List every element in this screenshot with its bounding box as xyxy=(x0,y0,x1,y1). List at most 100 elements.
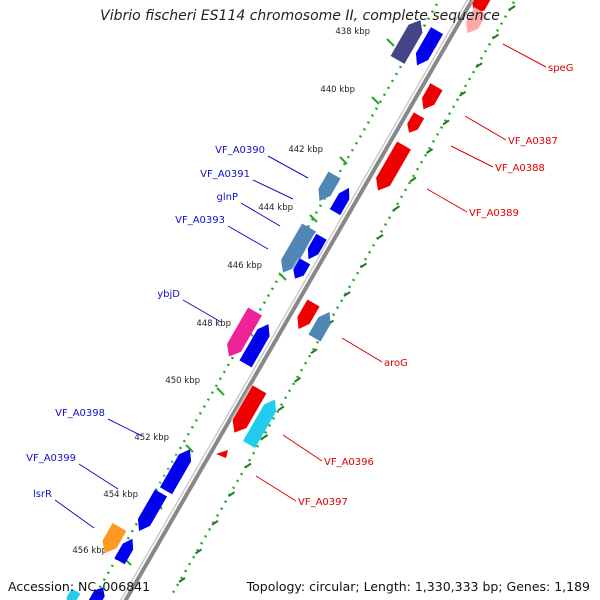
gene-VF_A0387-edge xyxy=(419,83,431,99)
tick-label: 444 kbp xyxy=(258,203,293,213)
ruler-dash xyxy=(277,405,285,412)
gene-VF_A0398 xyxy=(159,449,192,495)
gene-ybjD-edge xyxy=(224,307,249,345)
gene-label-glnP: glnP xyxy=(217,192,239,203)
gene-label-VF_A0397: VF_A0397 xyxy=(298,497,348,508)
tick-mark xyxy=(309,214,318,223)
leader-line xyxy=(252,179,294,200)
gene-purple-edge xyxy=(389,22,409,56)
gene-label-VF_A0398: VF_A0398 xyxy=(55,408,105,419)
gene-VF_A0399 xyxy=(137,489,168,532)
gene-ybjD-2-edge xyxy=(238,326,258,361)
ruler-dash xyxy=(343,291,351,297)
backbone-line xyxy=(123,0,475,600)
ruler-dash xyxy=(491,33,500,40)
gene-aroG-edge xyxy=(294,299,308,318)
leader-line xyxy=(341,337,383,363)
ruler-dash xyxy=(194,548,203,555)
gene-label-VF_A0388: VF_A0388 xyxy=(495,163,545,174)
ruler-dash xyxy=(227,491,236,498)
tick-mark xyxy=(216,387,225,396)
leader-line xyxy=(267,155,309,179)
tick-label: 446 kbp xyxy=(227,261,262,271)
tick-mark xyxy=(278,272,287,281)
gene-label-VF_A0393: VF_A0393 xyxy=(175,215,225,226)
gene-aroG-2-edge xyxy=(307,314,319,335)
gene-top-red-edge xyxy=(469,0,475,5)
ruler-dash xyxy=(475,62,483,69)
leader-line xyxy=(240,202,281,227)
gene-VF_A0393a-edge xyxy=(305,233,317,250)
tick-label: 440 kbp xyxy=(320,85,355,95)
leader-line xyxy=(426,188,468,213)
ruler-dash xyxy=(508,5,516,11)
gene-VF_A0398-edge xyxy=(159,451,179,488)
gene-VF_A0393b-edge xyxy=(290,258,300,271)
tick-mark xyxy=(339,156,348,165)
gene-label-speG: speG xyxy=(548,63,573,74)
gene-labels: VF_A0390 VF_A0391 glnP VF_A0393 ybjD VF_A0398… xyxy=(26,43,573,529)
tick-mark xyxy=(386,38,395,47)
gene-label-VF_A0389: VF_A0389 xyxy=(469,208,519,219)
gene-label-VF_A0387: VF_A0387 xyxy=(508,136,558,147)
tick-label: 448 kbp xyxy=(196,319,231,329)
ruler-left xyxy=(91,0,441,600)
gene-features xyxy=(63,0,491,600)
ruler-dash xyxy=(359,262,368,269)
leader-line xyxy=(182,299,222,323)
gene-VF_A0388-edge xyxy=(404,112,414,125)
gene-aroG-2 xyxy=(308,312,331,342)
leader-line xyxy=(107,418,143,437)
tick-label: 438 kbp xyxy=(335,27,370,37)
gene-label-VF_A0399: VF_A0399 xyxy=(26,453,76,464)
ruler-dash xyxy=(260,434,269,440)
gene-VF_A0396 xyxy=(232,385,267,433)
ruler-ticks: 438 kbp 440 kbp 442 kbp 444 kbp 446 kbp 448 k… xyxy=(72,5,516,583)
tick-label: 442 kbp xyxy=(288,145,323,155)
ruler-dash xyxy=(392,205,401,212)
ruler-dash xyxy=(310,348,318,355)
gene-VF_A0390 xyxy=(318,171,341,201)
gene-aroG xyxy=(297,299,320,329)
leader-line xyxy=(450,145,494,168)
gene-bottom xyxy=(88,587,105,600)
ruler-dash xyxy=(211,519,219,526)
gene-bottom-edge xyxy=(87,587,95,600)
gene-VF_A0393a xyxy=(307,233,327,260)
backbone-shadow xyxy=(119,0,469,600)
gene-lsrR-2-edge xyxy=(113,540,123,559)
gene-label-VF_A0396: VF_A0396 xyxy=(324,457,374,468)
topology-summary: Topology: circular; Length: 1,330,333 bp… xyxy=(246,579,590,594)
gene-VF_A0396-edge xyxy=(229,385,253,421)
gene-VF_A0399-edge xyxy=(135,489,155,520)
gene-label-lsrR: lsrR xyxy=(33,489,52,500)
gene-label-VF_A0390: VF_A0390 xyxy=(215,145,265,156)
ruler-dash xyxy=(425,148,434,154)
ruler-dash xyxy=(244,462,252,469)
leader-line xyxy=(282,434,323,462)
gene-forward-edge xyxy=(413,27,431,54)
gene-VF_A0389-edge xyxy=(373,141,398,179)
ruler-dash xyxy=(458,90,467,97)
gene-ybjD xyxy=(227,307,262,357)
gene-purple xyxy=(390,20,423,64)
leader-line xyxy=(78,463,119,490)
gene-VF_A0391 xyxy=(329,187,350,216)
gene-ybjD-2 xyxy=(239,324,270,368)
leader-line xyxy=(54,499,95,529)
gene-bottom-cyan-edge xyxy=(63,588,72,599)
gene-VF_A0387 xyxy=(421,83,443,110)
leader-line xyxy=(464,115,507,141)
ruler-dash xyxy=(409,176,417,183)
chromosome-backbone xyxy=(119,0,475,600)
map-title: Vibrio fischeri ES114 chromosome II, com… xyxy=(100,8,500,24)
gene-bottom-cyan xyxy=(66,588,81,600)
gene-lsrR xyxy=(102,523,127,553)
gene-VF_A0396-2 xyxy=(242,399,277,449)
gene-VF_A0396-2-edge xyxy=(242,401,264,442)
gene-speG-edge xyxy=(463,7,475,23)
ruler-dash xyxy=(178,577,186,583)
ruler-dash xyxy=(376,233,384,240)
tick-mark xyxy=(185,444,194,453)
